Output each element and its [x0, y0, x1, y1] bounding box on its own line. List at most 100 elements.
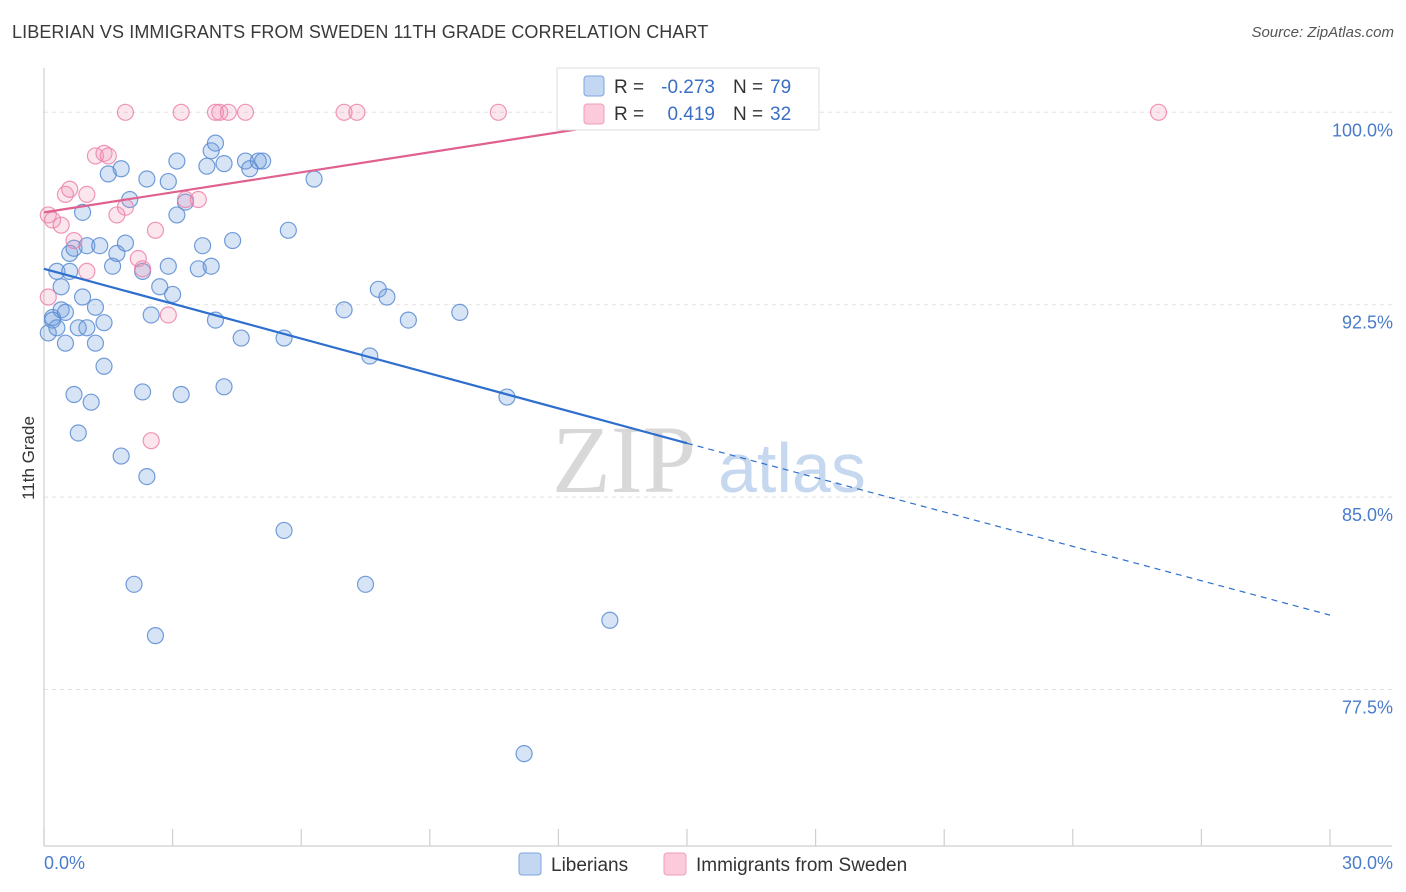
series-legend-label-sweden: Immigrants from Sweden — [696, 855, 907, 876]
liberian-point — [168, 152, 186, 170]
sweden-point — [172, 103, 190, 121]
sweden-point — [206, 103, 225, 121]
liberian-point — [194, 237, 212, 255]
sweden-point — [219, 103, 237, 121]
sweden-point — [39, 288, 57, 306]
legend-r-label-1: R = — [614, 77, 644, 98]
liberian-point — [138, 170, 156, 188]
correlation-legend: R = -0.273 N = 79 R = 0.419 N = 32 — [556, 67, 820, 131]
sweden-point — [133, 260, 152, 278]
liberian-point — [279, 221, 297, 239]
y-tick-labels: 100.0% 92.5% 85.0% 77.5% — [1332, 120, 1393, 717]
liberian-point — [172, 385, 190, 404]
sweden-point — [189, 190, 207, 209]
liberian-point — [69, 424, 87, 442]
liberian-point — [86, 334, 105, 352]
liberian-point — [254, 152, 272, 170]
sweden-point — [99, 147, 117, 165]
liberian-point — [56, 303, 75, 322]
liberian-point — [224, 231, 242, 250]
liberian-point — [151, 278, 169, 296]
liberian-point — [91, 237, 109, 255]
liberian-point — [95, 357, 113, 375]
liberian-point — [125, 575, 143, 593]
liberian-point — [215, 378, 233, 396]
legend-r-value-2: 0.419 — [667, 104, 715, 125]
liberian-point — [232, 329, 250, 347]
series-legend: Liberians Immigrants from Sweden — [518, 852, 907, 876]
sweden-point — [65, 231, 83, 250]
sweden-point — [78, 185, 96, 203]
liberian-point — [159, 172, 177, 191]
sweden-point — [116, 103, 135, 121]
sweden-point — [236, 103, 255, 121]
sweden-point — [489, 103, 507, 121]
y-axis-label: 11th Grade — [19, 416, 38, 500]
sweden-point — [142, 432, 160, 450]
liberian-point — [146, 627, 165, 645]
x-tick-label-min: 0.0% — [44, 853, 85, 873]
liberian-point — [515, 745, 533, 763]
sweden-point — [335, 103, 353, 121]
liberian-point — [249, 152, 267, 170]
sweden-point — [159, 306, 177, 324]
liberian-point — [215, 155, 233, 173]
liberian-point — [198, 157, 216, 175]
chart-title: LIBERIAN VS IMMIGRANTS FROM SWEDEN 11TH … — [12, 22, 709, 42]
sweden-point — [1149, 103, 1168, 121]
liberian-point — [399, 311, 417, 329]
liberian-point — [305, 170, 323, 188]
liberian-point — [112, 447, 130, 465]
liberian-point — [206, 134, 225, 152]
liberian-point — [168, 206, 186, 224]
source-label: Source: ZipAtlas.com — [1251, 24, 1394, 41]
liberian-point — [142, 306, 160, 324]
liberian-point — [86, 298, 105, 316]
liberian-point — [378, 288, 396, 306]
liberian-point — [356, 575, 375, 593]
liberian-point — [189, 260, 207, 278]
liberian-point — [78, 319, 96, 337]
legend-r-value-1: -0.273 — [661, 77, 715, 98]
liberian-point — [202, 257, 220, 275]
liberian-point — [103, 257, 122, 275]
liberian-point — [159, 257, 177, 275]
liberian-point — [52, 278, 70, 296]
legend-n-label-1: N = — [733, 77, 763, 98]
sweden-point — [146, 221, 165, 239]
legend-r-label-2: R = — [614, 104, 644, 125]
liberian-point — [78, 237, 96, 255]
trend-lines — [43, 111, 1331, 616]
liberian-point — [56, 334, 75, 352]
liberian-point — [164, 285, 182, 304]
liberian-point — [133, 383, 152, 401]
legend-n-value-2: 32 — [770, 104, 791, 125]
liberian-point — [65, 385, 83, 404]
liberian-point — [275, 521, 293, 540]
liberian-point — [99, 165, 117, 183]
liberian-point — [112, 160, 130, 178]
sweden-point — [78, 262, 96, 280]
y-tick-label: 77.5% — [1342, 698, 1393, 718]
liberian-point — [48, 319, 66, 337]
liberian-trend-extension — [686, 442, 1331, 616]
watermark-atlas: atlas — [718, 429, 866, 507]
liberian-point — [116, 234, 135, 252]
series-legend-label-liberians: Liberians — [551, 855, 628, 876]
liberian-trend-line — [43, 267, 688, 445]
y-tick-label: 100.0% — [1332, 120, 1393, 140]
liberian-point — [138, 467, 156, 486]
liberian-point — [82, 393, 100, 411]
liberian-point — [335, 301, 353, 319]
liberian-point — [73, 288, 92, 306]
y-tick-label: 85.0% — [1342, 505, 1393, 525]
sweden-point — [52, 216, 70, 234]
series-legend-swatch-liberians — [518, 852, 542, 876]
x-tick-label-max: 30.0% — [1342, 853, 1393, 873]
grid-lines — [44, 111, 1392, 691]
liberian-point — [95, 314, 113, 332]
legend-swatch-pink — [583, 103, 605, 125]
liberian-point — [73, 203, 92, 221]
y-tick-label: 92.5% — [1342, 313, 1393, 333]
